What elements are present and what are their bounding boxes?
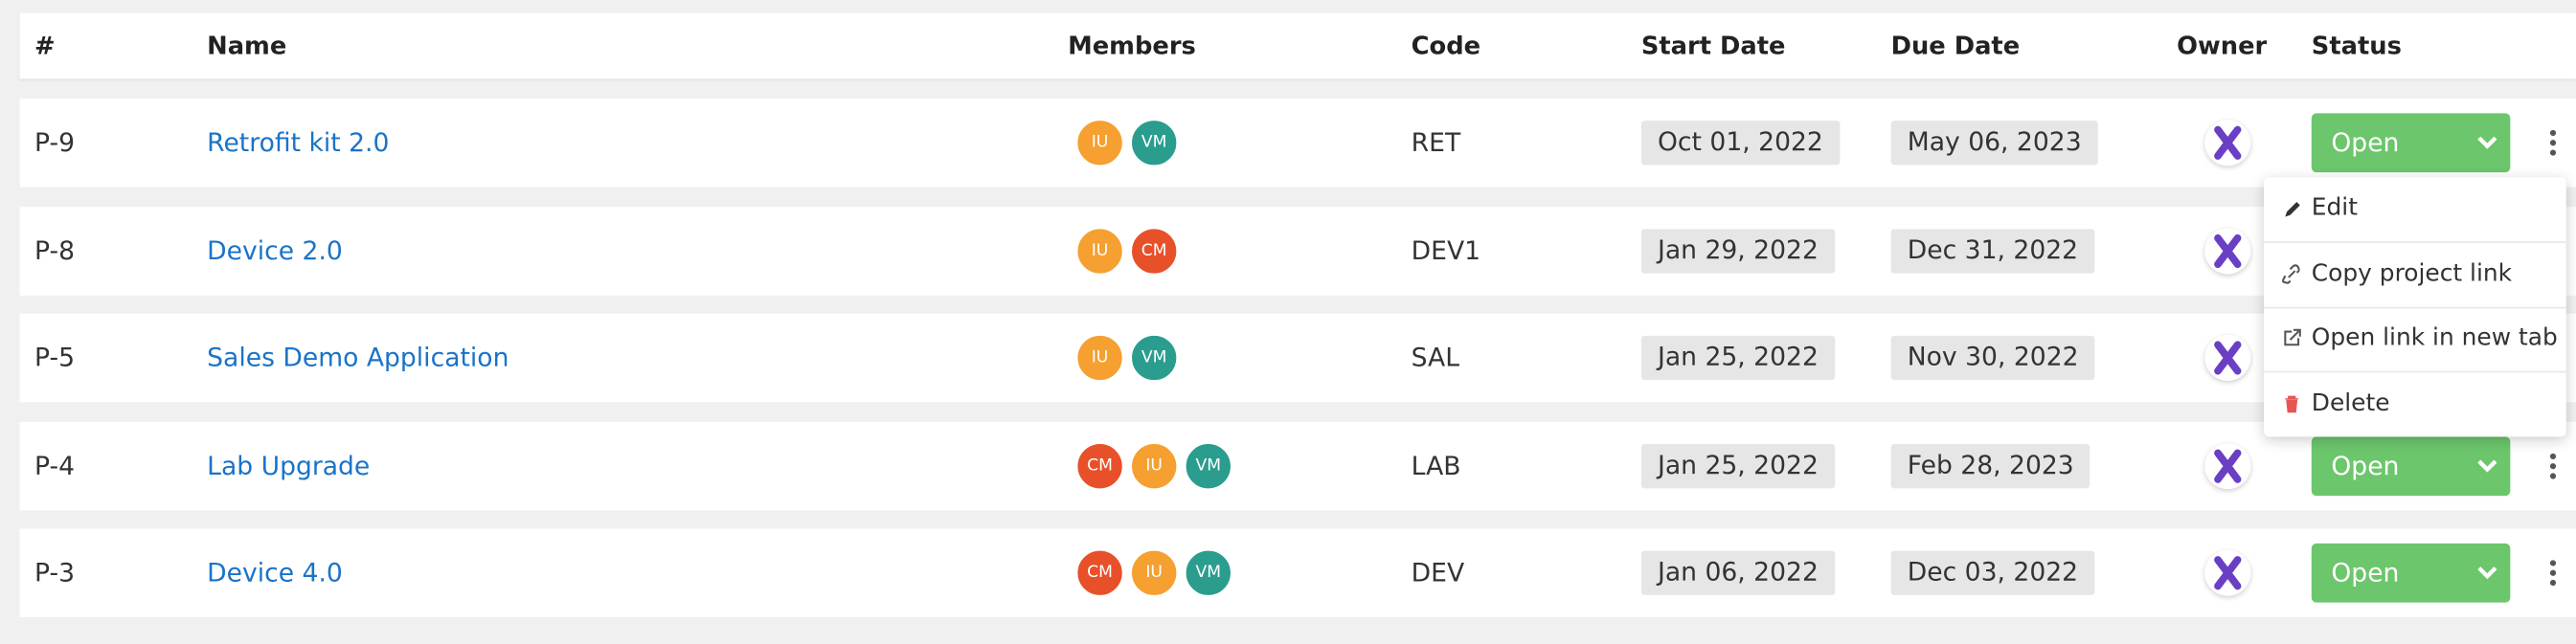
owner-icon (2204, 334, 2251, 382)
status-button[interactable]: Open (2311, 436, 2511, 497)
menu-item[interactable]: Edit (2264, 177, 2566, 243)
kebab-icon (2549, 560, 2557, 587)
chevron (2477, 136, 2497, 149)
start-date: Jan 06, 2022 (1640, 550, 1836, 595)
member-avatar: IU (1130, 548, 1179, 597)
kebab-icon (2549, 129, 2557, 156)
owner-icon (2204, 120, 2251, 167)
menu-item-label: Open link in new tab (2311, 324, 2558, 352)
project-name[interactable]: Retrofit kit 2.0 (207, 127, 390, 158)
menu-icon (2284, 328, 2301, 346)
column-header: # (34, 31, 56, 61)
status-button[interactable]: Open (2311, 543, 2511, 603)
owner-x (2214, 341, 2242, 375)
menu-item-label: Copy project link (2311, 259, 2513, 287)
project-id: P-8 (34, 236, 76, 266)
table-row (19, 421, 2576, 511)
kebab-icon (2549, 453, 2557, 479)
project-code: LAB (1411, 451, 1461, 481)
menu-item-label: Delete (2311, 389, 2390, 416)
column-header: Members (1068, 31, 1196, 61)
column-header: Start Date (1640, 31, 1786, 61)
member-avatar: CM (1130, 227, 1179, 276)
owner-x (2214, 556, 2242, 590)
status-label: Open (2331, 451, 2400, 481)
menu-icon (2282, 263, 2300, 283)
member-avatar: VM (1184, 548, 1232, 597)
member-avatar: VM (1130, 119, 1179, 167)
status-label: Open (2331, 558, 2400, 588)
due-date: Dec 31, 2022 (1890, 229, 2095, 274)
menu-icon (2285, 394, 2299, 412)
project-id: P-9 (34, 127, 76, 158)
member-avatar: IU (1075, 119, 1124, 167)
start-date: Jan 25, 2022 (1640, 335, 1836, 381)
table-row (19, 528, 2576, 618)
chevron (2477, 566, 2497, 580)
chevron (2477, 459, 2497, 473)
project-code: SAL (1411, 343, 1460, 373)
member-avatar: CM (1075, 548, 1124, 597)
member-avatar: CM (1075, 442, 1124, 491)
member-avatar: VM (1184, 442, 1232, 491)
due-date: Nov 30, 2022 (1890, 335, 2095, 381)
table-row (19, 98, 2576, 188)
project-id: P-4 (34, 451, 76, 481)
column-header: Status (2311, 31, 2402, 61)
status-button[interactable]: Open (2311, 113, 2511, 173)
owner-icon (2204, 228, 2251, 275)
project-name[interactable]: Device 2.0 (207, 236, 343, 266)
menu-icon (2285, 202, 2300, 217)
row-menu-button[interactable] (2546, 128, 2560, 158)
project-name[interactable]: Sales Demo Application (207, 343, 509, 373)
project-code: RET (1411, 127, 1461, 158)
owner-icon (2204, 443, 2251, 490)
status-label: Open (2331, 127, 2400, 158)
column-header: Code (1411, 31, 1481, 61)
project-id: P-5 (34, 343, 76, 373)
menu-item[interactable]: Open link in new tab (2264, 307, 2566, 373)
start-date: Oct 01, 2022 (1640, 121, 1840, 166)
table-row (19, 207, 2576, 296)
table-row (19, 313, 2576, 403)
member-avatar: IU (1130, 442, 1179, 491)
member-avatar: IU (1075, 334, 1124, 382)
member-avatar: VM (1130, 334, 1179, 382)
start-date: Jan 25, 2022 (1640, 444, 1836, 489)
menu-item[interactable]: Copy project link (2264, 242, 2566, 308)
row-menu-button[interactable] (2546, 558, 2560, 588)
project-code: DEV1 (1411, 236, 1481, 266)
project-code: DEV (1411, 558, 1465, 588)
project-name[interactable]: Lab Upgrade (207, 451, 371, 481)
due-date: Feb 28, 2023 (1890, 444, 2090, 489)
menu-item[interactable]: Delete (2264, 372, 2566, 436)
owner-x (2214, 449, 2242, 483)
column-header: Due Date (1890, 31, 2021, 61)
project-name[interactable]: Device 4.0 (207, 558, 343, 588)
header-row (19, 12, 2576, 79)
row-menu-button[interactable] (2546, 452, 2560, 481)
context-menu: Edit Copy project link Open link in new ta… (2264, 177, 2566, 437)
owner-icon (2204, 549, 2251, 596)
member-avatar: IU (1075, 227, 1124, 276)
menu-item-label: Edit (2311, 195, 2358, 222)
owner-x (2214, 233, 2242, 269)
start-date: Jan 29, 2022 (1640, 229, 1836, 274)
column-header: Name (207, 31, 287, 61)
due-date: Dec 03, 2022 (1890, 550, 2095, 595)
column-header: Owner (2177, 31, 2268, 61)
project-id: P-3 (34, 558, 76, 588)
owner-x (2214, 125, 2242, 160)
due-date: May 06, 2023 (1890, 121, 2098, 166)
